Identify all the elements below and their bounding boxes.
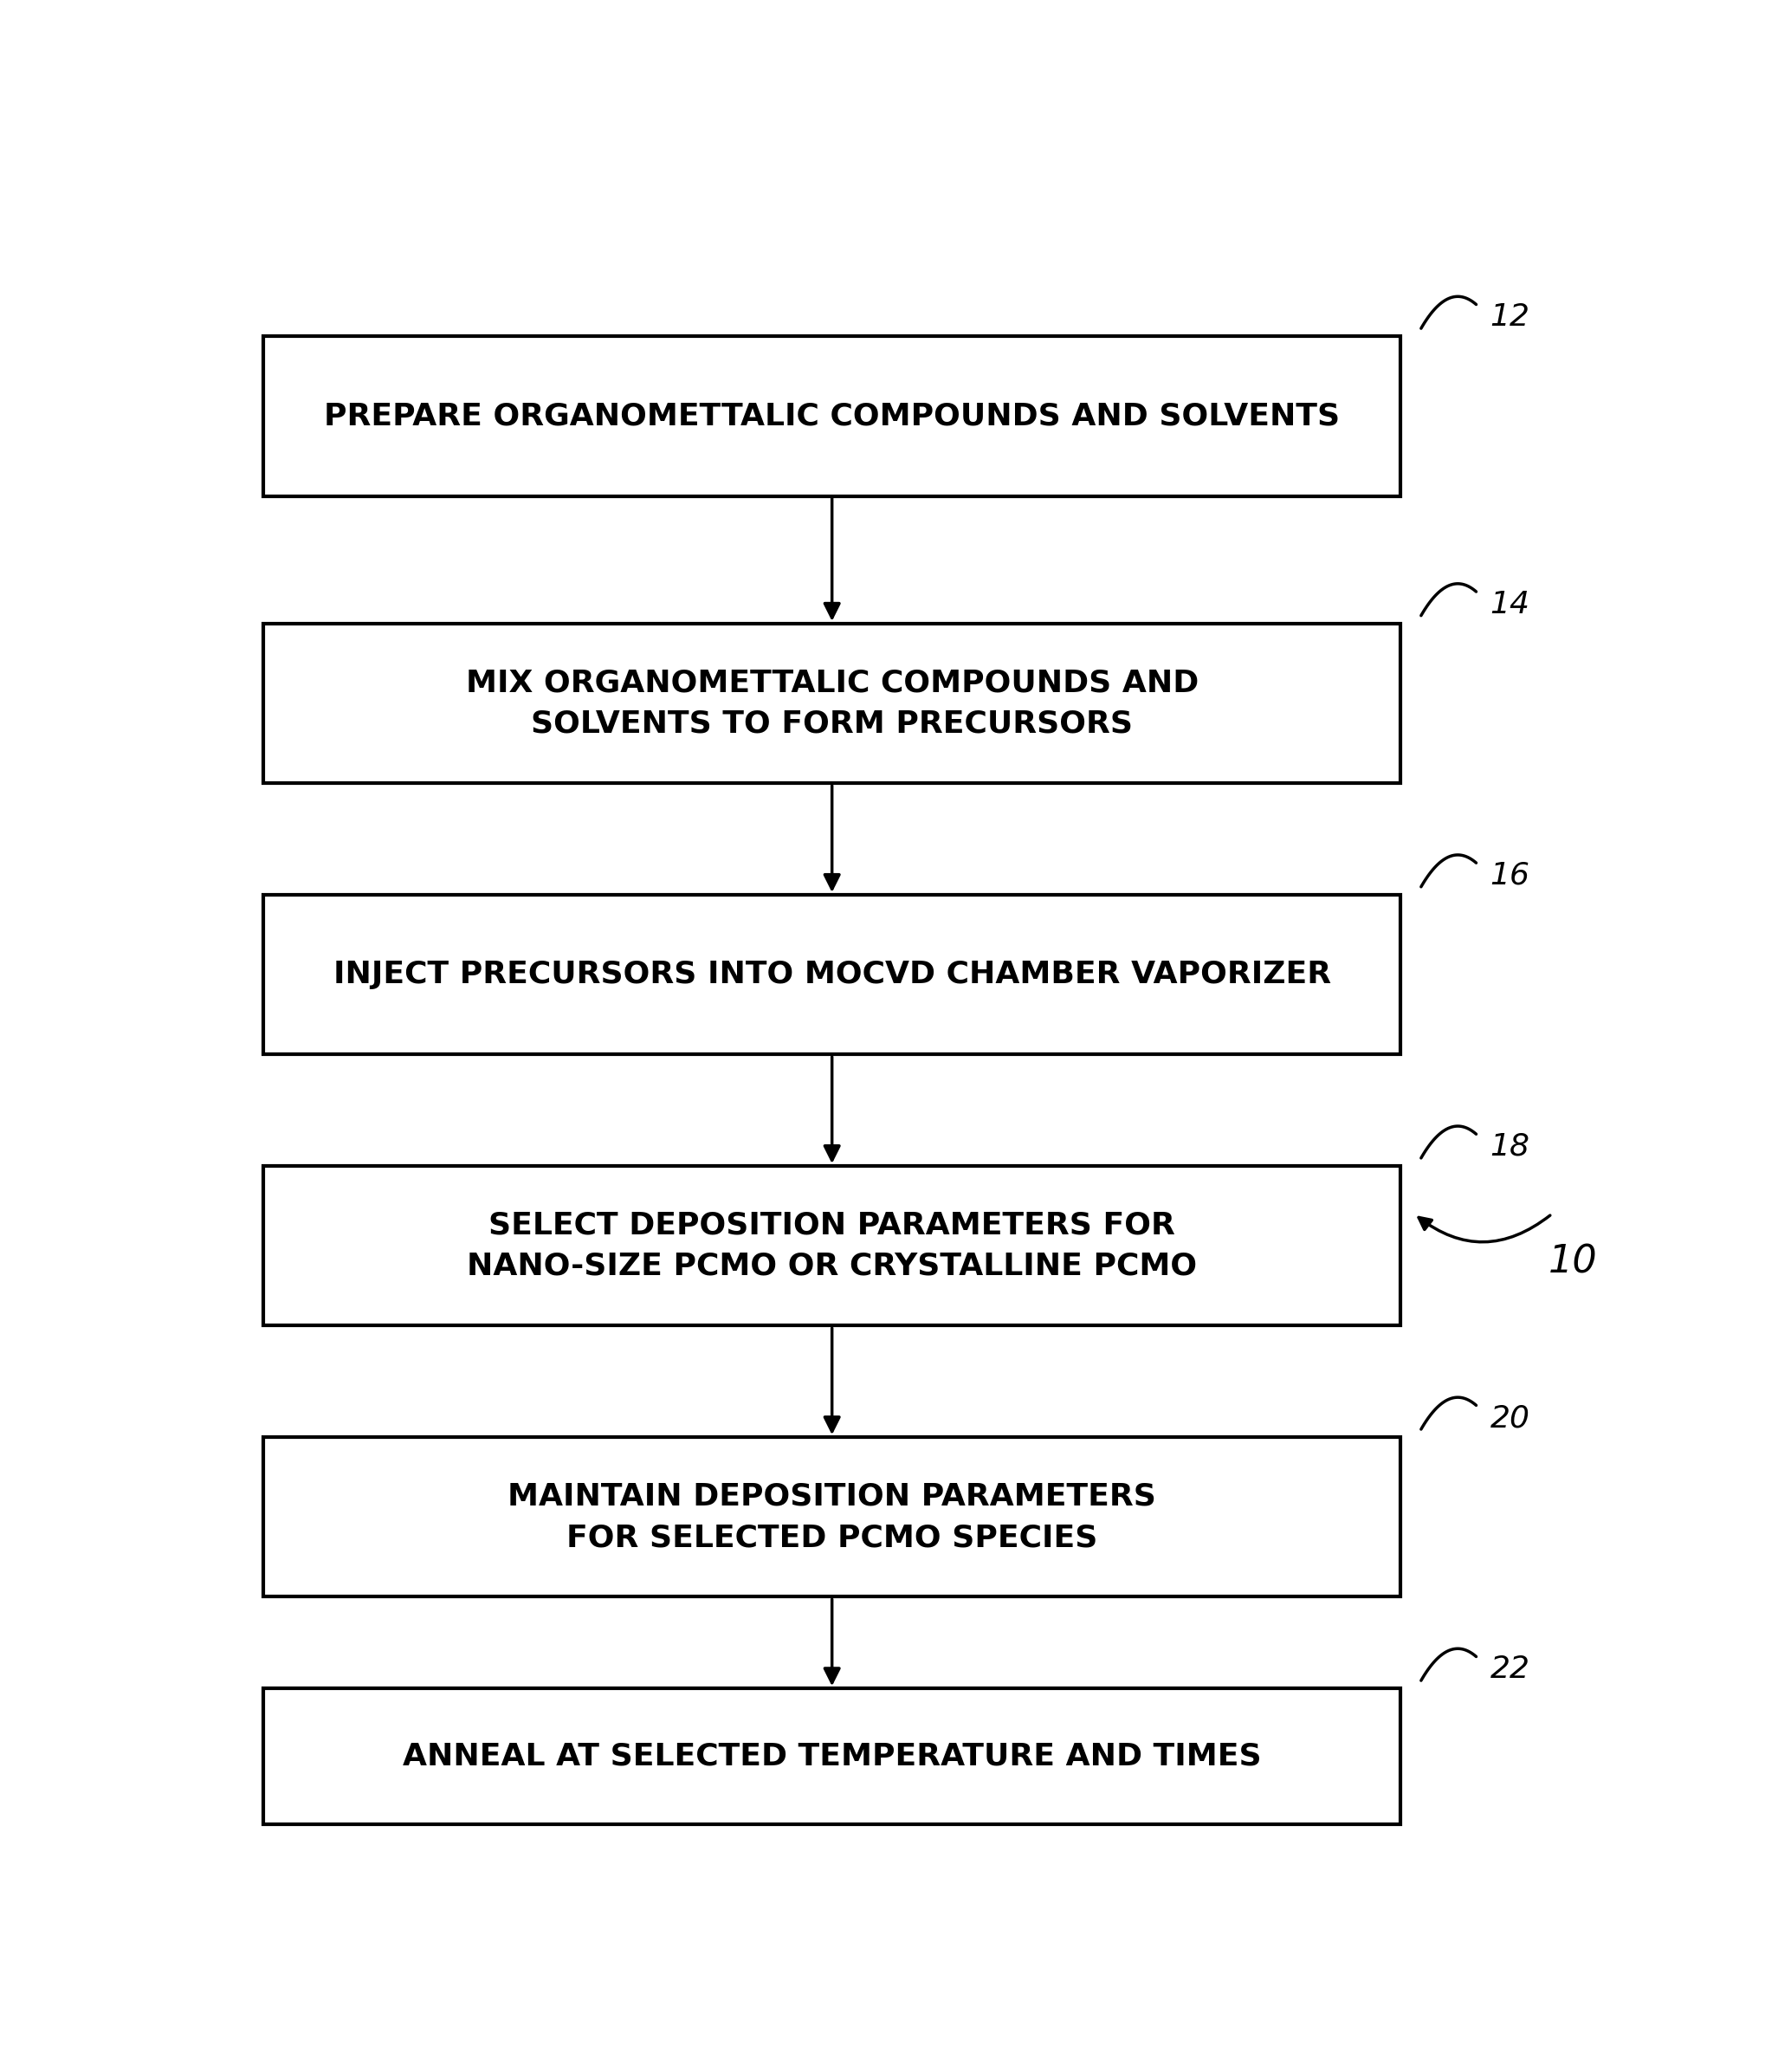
Text: 16: 16 [1490,862,1529,891]
Bar [263,624,1401,783]
Bar [263,895,1401,1055]
Text: 10: 10 [1549,1243,1597,1280]
Text: PREPARE ORGANOMETTALIC COMPOUNDS AND SOLVENTS: PREPARE ORGANOMETTALIC COMPOUNDS AND SOL… [324,402,1341,431]
Text: 12: 12 [1490,303,1529,332]
Text: MAINTAIN DEPOSITION PARAMETERS
FOR SELECTED PCMO SPECIES: MAINTAIN DEPOSITION PARAMETERS FOR SELEC… [509,1481,1156,1552]
Text: 22: 22 [1490,1656,1529,1685]
Bar [263,336,1401,495]
Text: 20: 20 [1490,1403,1529,1434]
Text: 18: 18 [1490,1131,1529,1162]
Bar [263,1167,1401,1326]
Text: INJECT PRECURSORS INTO MOCVD CHAMBER VAPORIZER: INJECT PRECURSORS INTO MOCVD CHAMBER VAP… [332,959,1332,988]
Text: 14: 14 [1490,591,1529,620]
Text: SELECT DEPOSITION PARAMETERS FOR
NANO-SIZE PCMO OR CRYSTALLINE PCMO: SELECT DEPOSITION PARAMETERS FOR NANO-SI… [468,1210,1197,1280]
Text: ANNEAL AT SELECTED TEMPERATURE AND TIMES: ANNEAL AT SELECTED TEMPERATURE AND TIMES [402,1743,1261,1772]
Bar [263,1689,1401,1823]
Bar [263,1438,1401,1598]
Text: MIX ORGANOMETTALIC COMPOUNDS AND
SOLVENTS TO FORM PRECURSORS: MIX ORGANOMETTALIC COMPOUNDS AND SOLVENT… [466,667,1198,738]
